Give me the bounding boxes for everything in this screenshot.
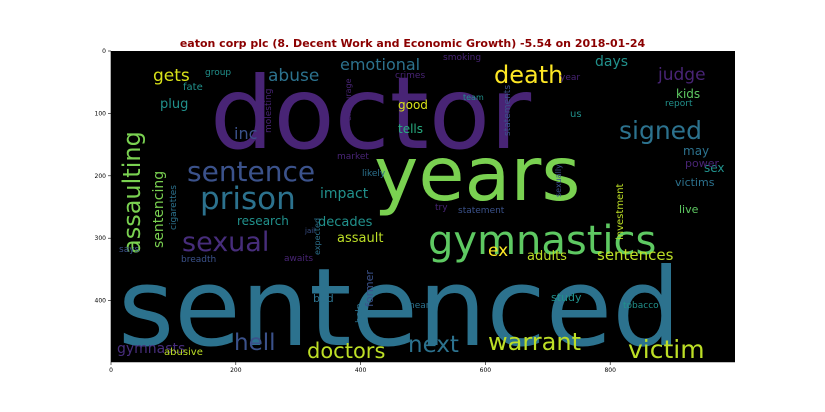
word-hell: hell [234,330,276,356]
y-tick-label: 200 [95,173,107,180]
word-judge: judge [657,65,706,85]
word-power: power [685,157,719,170]
word-emotional: emotional [340,55,420,74]
word-death: death [494,61,563,89]
word-sexually: sexually [554,164,563,197]
word-encourage: encourage [344,78,353,121]
word-fate: fate [183,82,203,93]
y-tick-label: 300 [95,235,107,242]
word-good: good [398,98,428,112]
word-gets: gets [153,66,190,86]
word-report: report [665,99,693,109]
word-sex: sex [704,161,725,175]
word-live: live [679,203,699,216]
word-impact: impact [320,186,369,202]
word-molesting: molesting [264,89,274,133]
word-sentence: sentence [187,155,315,188]
words-layer: doctorsentencedyearsgymnasticsprisonsent… [117,53,725,371]
word-bad: bad [313,292,334,305]
word-gymnasts: gymnasts [117,341,185,357]
word-research: research [237,214,289,228]
x-tick-label: 400 [355,367,367,374]
word-says: says [119,245,140,255]
word-sexual: sexual [182,227,269,258]
word-market: market [337,152,369,162]
word-gymnastics: gymnastics [428,218,656,264]
word-prison: prison [200,181,296,217]
word-likely: likely [362,169,386,179]
x-tick-label: 600 [480,367,492,374]
word-cigarettes: cigarettes [169,185,179,230]
word-assault: assault [337,231,383,246]
x-tick-label: 0 [109,367,113,374]
word-ex: ex [488,241,508,261]
word-victim: victim [628,335,705,364]
word-study: study [551,291,582,304]
word-statements: statements [503,85,513,136]
word-tobacco: tobacco [623,301,659,311]
word-doctors: doctors [307,339,385,363]
word-abusive: abusive [164,347,203,358]
word-warrant: warrant [488,328,581,356]
word-jail: jail [304,227,315,235]
wordcloud-background [111,51,735,362]
word-assaulting: assaulting [118,131,146,254]
word-next: next [408,332,459,358]
word-sentences: sentences [597,246,674,264]
word-kids: kids [676,87,700,101]
word-try: try [435,203,448,213]
word-crimes: crimes [395,71,425,81]
word-decades: decades [318,215,373,230]
word-investment: investment [615,183,626,240]
y-ticks: 0 100 200 300 400 [95,48,111,305]
word-victims: victims [675,176,715,189]
word-days: days [595,54,628,70]
y-tick-label: 0 [102,48,106,55]
y-tick-label: 100 [95,110,107,117]
word-plug: plug [160,97,188,112]
word-may: may [683,144,709,158]
x-ticks: 0 200 400 600 800 [109,362,616,374]
word-group: group [205,68,231,78]
word-doctor: doctor [210,55,532,172]
x-tick-label: 800 [604,367,616,374]
word-years: years [374,130,580,218]
word-breadth: breadth [181,255,216,265]
word-sentencing: sentencing [151,171,167,248]
y-tick-label: 400 [95,298,107,305]
word-help: help [355,303,365,323]
word-sentenced: sentenced [118,246,681,371]
x-tick-label: 200 [230,367,242,374]
word-expected: expected [313,218,322,255]
word-signed: signed [619,116,702,145]
word-year: year [560,73,580,83]
word-abuse: abuse [268,66,319,86]
word-inc: inc [234,124,257,143]
word-awaits: awaits [284,254,313,264]
word-team: team [463,93,484,102]
word-nearly: nearly [409,301,438,311]
word-tells: tells [398,122,423,136]
word-us: us [570,109,582,120]
word-statement: statement [458,206,505,216]
word-smoking: smoking [443,53,481,63]
axes-layer: 0 200 400 600 800 0 100 200 300 400 [95,48,735,374]
chart-title: eaton corp plc (8. Decent Work and Econo… [179,37,646,50]
word-adults: adults [527,249,567,264]
word-former: former [363,270,376,307]
